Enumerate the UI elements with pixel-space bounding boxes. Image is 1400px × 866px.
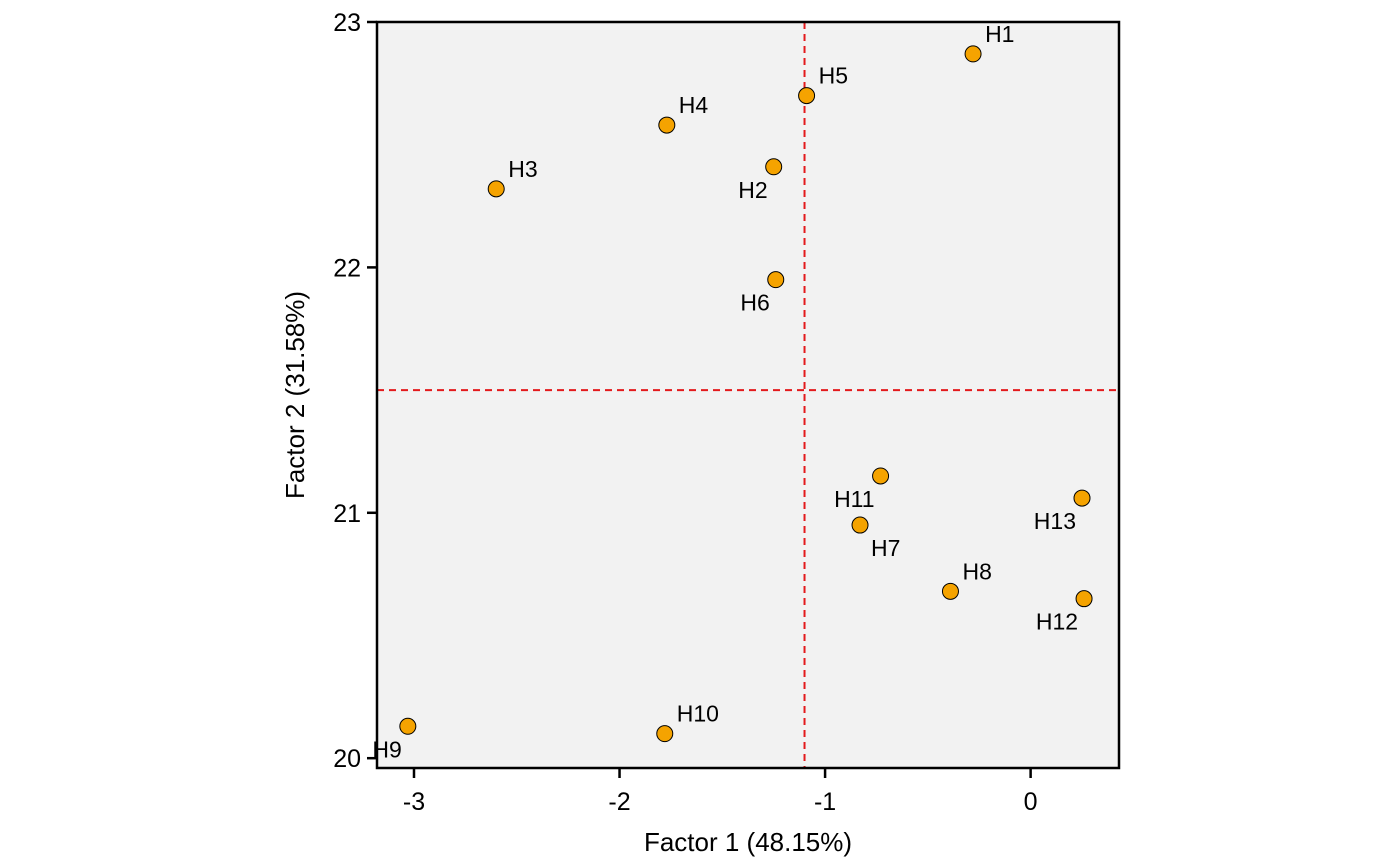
data-point-label: H10 (677, 701, 719, 727)
data-point-label: H11 (834, 486, 875, 512)
data-point (941, 582, 959, 600)
y-tick-label: 23 (333, 9, 361, 37)
x-axis-title: Factor 1 (48.15%) (644, 827, 852, 857)
y-tick-label: 20 (333, 745, 361, 773)
data-point-label: H6 (740, 290, 769, 316)
data-point-label: H2 (738, 177, 767, 203)
data-point (658, 116, 676, 134)
x-tick-label: 0 (1024, 788, 1038, 816)
data-point-label: H8 (962, 558, 991, 584)
points-layer (399, 45, 1093, 743)
data-point (399, 717, 417, 735)
data-point (851, 516, 869, 534)
data-point-label: H1 (985, 21, 1014, 47)
data-point (1073, 489, 1091, 507)
y-axis: 20 21 22 23 (333, 9, 377, 773)
plot-frame (375, 20, 1121, 770)
data-point (964, 45, 982, 63)
x-tick-label: -3 (403, 788, 425, 816)
data-point (767, 271, 785, 289)
data-point (656, 725, 674, 743)
data-point-label: H12 (1036, 609, 1078, 635)
plot-panel (377, 22, 1119, 768)
data-point-label: H7 (871, 535, 900, 561)
data-point-label: H3 (508, 156, 537, 182)
reference-lines (377, 22, 1119, 768)
data-point (872, 467, 890, 485)
data-point (798, 87, 816, 105)
y-axis-title: Factor 2 (31.58%) (280, 291, 310, 499)
data-point-label: H4 (679, 92, 709, 118)
data-point (765, 158, 783, 176)
data-point-label: H13 (1034, 508, 1076, 534)
x-tick-label: -2 (608, 788, 630, 816)
x-axis: -3 -2 -1 0 (403, 768, 1038, 816)
y-tick-label: 21 (333, 500, 361, 528)
data-point (1075, 590, 1093, 608)
data-point (487, 180, 505, 198)
data-point-label: H5 (819, 63, 848, 89)
y-tick-label: 22 (333, 254, 361, 282)
x-tick-label: -1 (814, 788, 836, 816)
